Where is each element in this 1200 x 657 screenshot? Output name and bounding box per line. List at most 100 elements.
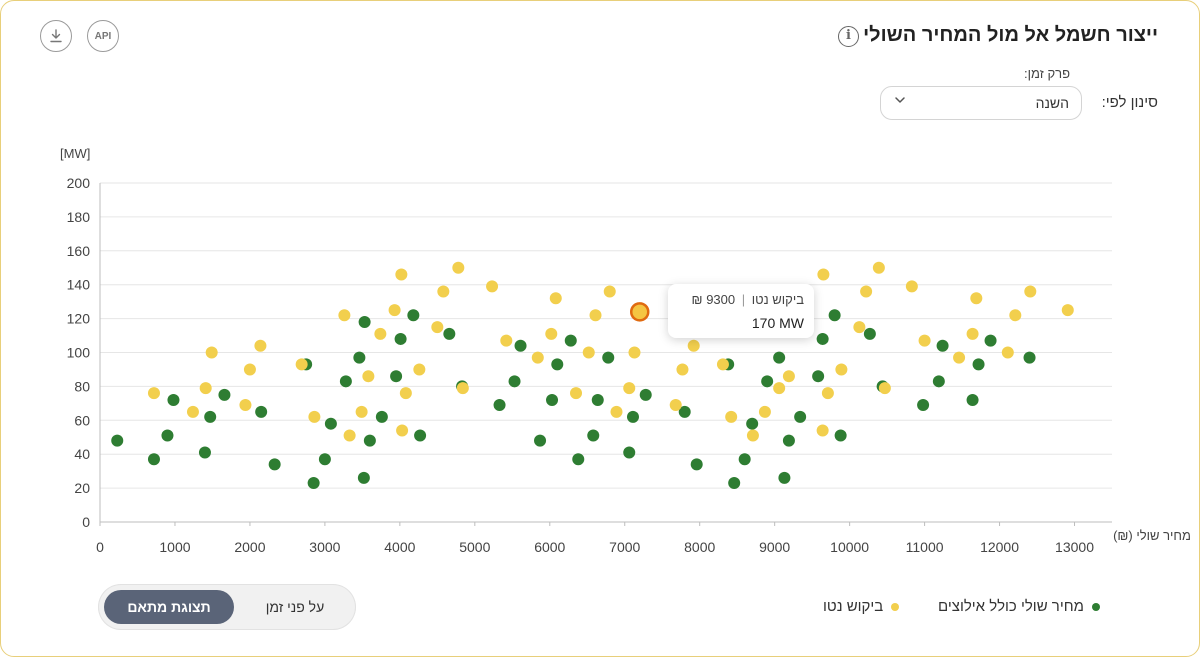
demand-point <box>396 424 409 437</box>
demand-point <box>669 399 682 412</box>
y-tick-label: 20 <box>74 480 90 496</box>
price-point <box>932 375 945 388</box>
demand-point <box>725 410 738 423</box>
demand-point <box>589 309 602 322</box>
price-point <box>534 434 547 447</box>
price-point <box>678 405 691 418</box>
price-point <box>375 410 388 423</box>
demand-point <box>431 321 444 334</box>
toggle-correlation[interactable]: תצוגת מתאם <box>104 590 234 624</box>
x-axis-label: מחיר שולי (₪) <box>1113 528 1191 543</box>
price-point <box>443 327 456 340</box>
price-point <box>546 393 559 406</box>
x-tick-label: 12000 <box>980 539 1019 555</box>
price-point <box>626 410 639 423</box>
demand-point <box>338 309 351 322</box>
demand-point <box>254 339 267 352</box>
price-point <box>204 410 217 423</box>
legend-dot-demand <box>891 603 900 612</box>
price-point <box>773 351 786 364</box>
tooltip-label: ביקוש נטו <box>751 292 804 307</box>
demand-point <box>853 321 866 334</box>
price-point <box>218 388 231 401</box>
y-tick-label: 180 <box>67 209 91 225</box>
price-point <box>972 358 985 371</box>
demand-point <box>628 346 641 359</box>
download-icon <box>50 29 62 43</box>
demand-point <box>452 261 465 274</box>
legend-item-demand[interactable]: ביקוש נטו <box>823 598 900 615</box>
demand-point <box>860 285 873 298</box>
price-point <box>255 405 268 418</box>
demand-point <box>835 363 848 376</box>
price-point <box>602 351 615 364</box>
demand-point <box>872 261 885 274</box>
price-point <box>623 446 636 459</box>
price-point <box>639 388 652 401</box>
demand-point <box>1024 285 1037 298</box>
y-tick-label: 140 <box>67 277 91 293</box>
demand-point <box>531 351 544 364</box>
price-point <box>812 370 825 383</box>
y-tick-label: 0 <box>82 514 90 530</box>
tooltip-separator: | <box>741 292 746 307</box>
period-select[interactable]: השנה <box>880 86 1082 120</box>
legend-dot-price <box>1091 603 1100 612</box>
toggle-over-time[interactable]: על פני זמן <box>265 599 325 615</box>
price-point <box>407 309 420 322</box>
price-point <box>111 434 124 447</box>
price-point <box>690 458 703 471</box>
legend-label-price: מחיר שולי כולל אילוצים <box>938 598 1084 615</box>
price-point <box>339 375 352 388</box>
demand-point <box>388 304 401 317</box>
y-tick-label: 100 <box>67 345 91 361</box>
price-point <box>161 429 174 442</box>
demand-point <box>817 268 830 281</box>
demand-point <box>953 351 966 364</box>
price-point <box>591 393 604 406</box>
y-tick-label: 60 <box>74 412 90 428</box>
price-point <box>917 399 930 412</box>
price-point <box>738 453 751 466</box>
chart-title: ייצור חשמל אל מול המחיר השולי <box>863 24 1158 46</box>
demand-point <box>545 327 558 340</box>
demand-point <box>816 424 829 437</box>
price-point <box>761 375 774 388</box>
y-axis-label: [MW] <box>60 146 91 161</box>
price-point <box>984 334 997 347</box>
x-tick-label: 13000 <box>1055 539 1094 555</box>
x-tick-label: 4000 <box>384 539 415 555</box>
download-button[interactable] <box>40 20 72 52</box>
demand-point <box>186 405 199 418</box>
price-point <box>167 393 180 406</box>
info-icon[interactable]: i <box>838 26 859 47</box>
y-tick-label: 160 <box>67 243 91 259</box>
price-point <box>936 339 949 352</box>
demand-point <box>205 346 218 359</box>
price-point <box>324 417 337 430</box>
demand-point <box>343 429 356 442</box>
price-point <box>794 410 807 423</box>
demand-point <box>147 387 160 400</box>
price-point <box>390 370 403 383</box>
demand-point <box>243 363 256 376</box>
x-tick-label: 11000 <box>906 539 944 555</box>
demand-point <box>295 358 308 371</box>
price-point <box>394 332 407 345</box>
price-point <box>778 471 791 484</box>
price-point <box>828 309 841 322</box>
price-point <box>353 351 366 364</box>
demand-point <box>362 370 375 383</box>
demand-point <box>308 410 321 423</box>
x-tick-label: 6000 <box>534 539 565 555</box>
price-point <box>728 477 741 490</box>
demand-point <box>549 292 562 305</box>
price-point <box>746 417 759 430</box>
x-tick-label: 3000 <box>309 539 340 555</box>
x-tick-label: 7000 <box>609 539 640 555</box>
y-tick-label: 40 <box>74 446 90 462</box>
legend-item-price[interactable]: מחיר שולי כולל אילוצים <box>938 598 1100 615</box>
filter-label: סינון לפי: <box>1101 94 1158 111</box>
price-point <box>363 434 376 447</box>
api-button[interactable]: API <box>87 20 119 52</box>
